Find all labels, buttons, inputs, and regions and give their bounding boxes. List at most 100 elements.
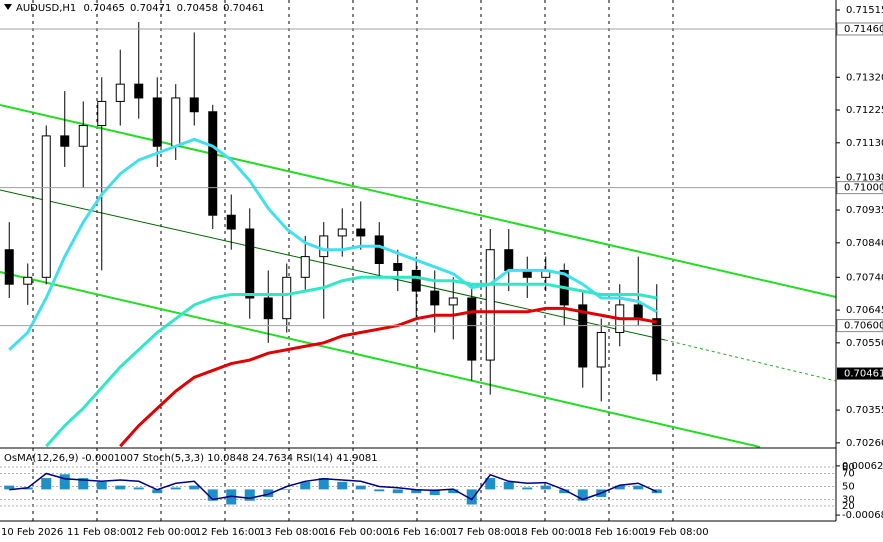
candle-body	[374, 235, 384, 265]
candle-body	[485, 249, 495, 361]
ohlc-high: 0.70471	[130, 3, 171, 14]
candle-body	[41, 135, 51, 278]
time-label: 12 Feb 16:00	[195, 527, 261, 538]
osma-bar	[300, 481, 311, 490]
osma-bar	[4, 485, 15, 490]
candle-body	[23, 276, 33, 285]
osma-bar	[485, 478, 496, 490]
level-label: 0.70600	[844, 321, 883, 332]
candle-body	[596, 331, 606, 368]
osma-bar	[318, 478, 329, 490]
osma-bar	[540, 485, 551, 490]
level-box	[836, 22, 883, 36]
level-box	[836, 319, 883, 333]
candle-body	[430, 290, 440, 306]
candle-body	[152, 97, 162, 147]
y-tick-label: 0.70645	[846, 305, 883, 316]
time-label: 13 Feb 08:00	[259, 527, 325, 538]
osma-bar	[41, 478, 52, 490]
ohlc-close: 0.70461	[223, 3, 264, 14]
time-label: 11 Feb 08:00	[67, 527, 133, 538]
osma-bar	[633, 485, 644, 490]
candle-body	[504, 249, 514, 271]
rsi-level-label: 30	[842, 495, 855, 506]
rsi-level-label: 20	[842, 501, 855, 512]
osma-bar	[374, 489, 385, 492]
y-tick-label: 0.71225	[846, 105, 883, 116]
rsi-level-label: 80	[842, 462, 855, 473]
candle-body	[578, 304, 588, 368]
y-tick-label: 0.70935	[846, 205, 883, 216]
candle-body	[356, 228, 366, 237]
osma-bar	[133, 487, 144, 490]
rsi-level-label: 50	[842, 482, 855, 493]
candle-body	[226, 214, 236, 230]
time-label: 16 Feb 16:00	[387, 527, 453, 538]
y-tick-label: 0.70355	[846, 405, 883, 416]
moving-average	[8, 137, 658, 351]
candle-body	[467, 297, 477, 361]
candle-body	[282, 276, 292, 320]
candle-body	[245, 228, 255, 299]
osma-bar	[263, 489, 274, 497]
indicator-title: OsMA(12,26,9) -0.0001007 Stoch(5,3,3) 10…	[4, 453, 378, 464]
candle-body	[60, 135, 70, 147]
osma-bar	[115, 485, 126, 490]
osma-bar	[78, 478, 89, 490]
time-label: 19 Feb 08:00	[643, 527, 709, 538]
candle-body	[411, 269, 421, 292]
candle-body	[171, 97, 181, 147]
osma-bar	[559, 489, 570, 494]
osma-bar	[392, 489, 403, 494]
candle-body	[115, 83, 125, 102]
time-label: 18 Feb 00:00	[515, 527, 581, 538]
rsi-line	[9, 472, 658, 501]
ohlc-low: 0.70458	[177, 3, 218, 14]
moving-average	[45, 275, 658, 448]
time-label: 10 Feb 2026	[1, 527, 63, 538]
candle-body	[319, 235, 329, 258]
time-label: 12 Feb 00:00	[131, 527, 197, 538]
candle-body	[134, 83, 144, 99]
candle-body	[393, 263, 403, 271]
candle-body	[208, 111, 218, 216]
osma-bar	[614, 485, 625, 490]
channel-middle-ext	[664, 339, 837, 382]
osma-bar	[207, 489, 218, 501]
candle-body	[97, 100, 107, 127]
osma-bar	[411, 489, 422, 494]
candle-body	[4, 249, 14, 285]
osma-bar	[170, 487, 181, 490]
time-label: 16 Feb 00:00	[323, 527, 389, 538]
rsi-level-label: 70	[842, 469, 855, 480]
menu-arrow[interactable]	[4, 4, 12, 10]
osma-bar	[448, 489, 459, 494]
time-label: 17 Feb 08:00	[451, 527, 517, 538]
candle-body	[300, 256, 310, 278]
candle-body	[337, 228, 347, 237]
candle-body	[189, 97, 199, 113]
osma-bar	[577, 489, 588, 501]
candle-body	[448, 297, 458, 306]
osma-bar	[96, 481, 107, 490]
last-price-box	[837, 367, 883, 380]
osma-bar	[503, 481, 514, 490]
candle-body	[263, 297, 273, 320]
osma-bar	[281, 489, 292, 490]
candle-body	[633, 304, 643, 320]
osma-bar	[59, 474, 70, 490]
osma-bar	[355, 485, 366, 490]
osma-bar	[466, 489, 477, 505]
osma-bar	[189, 485, 200, 490]
osma-bar	[522, 487, 533, 490]
plot	[4, 22, 662, 448]
osma-tick-label: 0.000622	[842, 461, 883, 472]
level-label: 0.71000	[844, 183, 883, 194]
symbol: AUDUSD,H1	[16, 3, 76, 14]
